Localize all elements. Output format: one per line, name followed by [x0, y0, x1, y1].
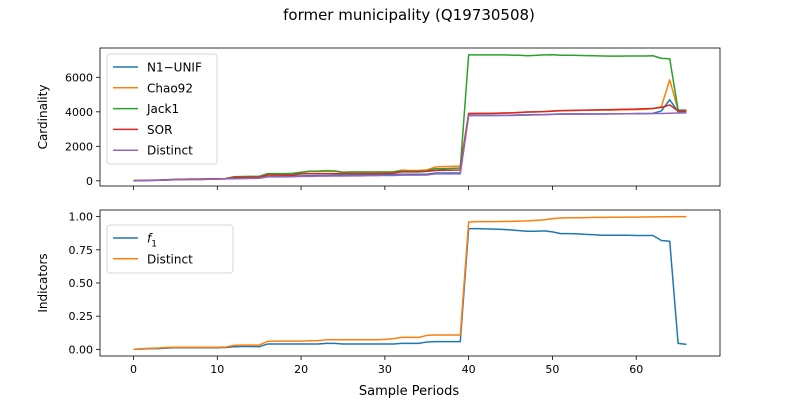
- plot-frame: [99, 47, 721, 187]
- y-axis-label: Cardinality: [36, 85, 50, 150]
- x-axis-label: Sample Periods: [359, 384, 459, 399]
- y-tick-label: 2000: [65, 140, 93, 153]
- x-tick-label: 50: [545, 363, 559, 376]
- legend-label-sor: SOR: [147, 123, 172, 137]
- cardinality-panel: 0 2000 4000 6000 Cardinality N1−UNIF Chao92 Jac…: [36, 47, 721, 190]
- y-axis-label: Indicators: [36, 253, 50, 312]
- indicators-panel: 0 10 20 30 40 50 60 0.00 0.25 0.50 0.75 1.00 Indicat…: [36, 209, 721, 376]
- y-tick-label: 6000: [65, 71, 93, 84]
- y-tick-label: 0.25: [69, 310, 94, 323]
- x-tick-label: 10: [210, 363, 224, 376]
- y-tick-label: 0.75: [69, 244, 94, 257]
- x-tick-label: 40: [462, 363, 476, 376]
- y-tick-label: 0.00: [69, 343, 94, 356]
- series-line-distinct: [133, 112, 687, 182]
- legend-box: [106, 53, 218, 165]
- legend-label-jack1: Jack1: [146, 102, 179, 116]
- legend: f1 Distinct: [106, 224, 234, 274]
- x-tick-label: 20: [294, 363, 308, 376]
- y-tick-label: 0.50: [69, 277, 94, 290]
- legend-label-f1: f1: [147, 232, 157, 250]
- x-tick-label: 0: [130, 363, 137, 376]
- y-tick-label: 1.00: [69, 211, 94, 224]
- legend-label-n1-unif: N1−UNIF: [147, 61, 202, 75]
- legend: N1−UNIF Chao92 Jack1 SOR Distinct: [106, 53, 218, 165]
- y-tick-label: 0: [86, 175, 93, 188]
- figure-title: former municipality (Q19730508): [283, 6, 535, 24]
- y-tick-label: 4000: [65, 106, 93, 119]
- x-tick-label: 30: [378, 363, 392, 376]
- series-line-distinct: [133, 215, 687, 351]
- x-tick-label: 60: [629, 363, 643, 376]
- legend-label-distinct: Distinct: [147, 144, 193, 158]
- legend-box: [106, 224, 234, 274]
- legend-label-chao92: Chao92: [147, 81, 193, 95]
- legend-label-distinct: Distinct: [147, 252, 193, 266]
